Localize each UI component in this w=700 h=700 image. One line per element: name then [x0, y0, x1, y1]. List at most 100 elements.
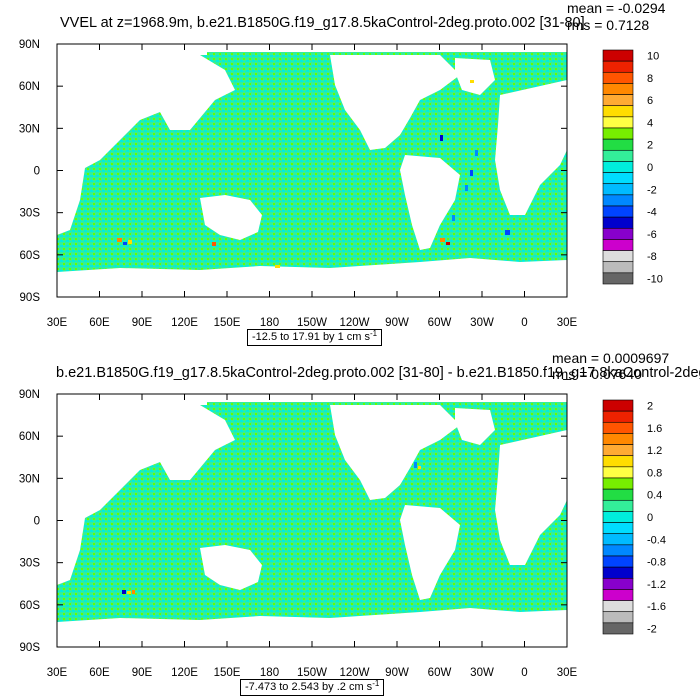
colorbar-swatch: [602, 227, 634, 240]
colorbar-swatch: [602, 116, 634, 129]
units-superscript: -1: [372, 679, 380, 688]
colorbar-swatch: [602, 250, 634, 263]
colorbar-label: 8: [647, 73, 653, 85]
range-label: -12.5 to 17.91 by 1 cm s: [252, 331, 371, 343]
colorbar-label: 6: [647, 95, 653, 107]
x-tick-label: 150E: [214, 317, 241, 329]
x-ticks: 30E 60E 90E 120E 150E 180 150W 120W 90W 60W 30W 0 30…: [47, 44, 578, 329]
y-tick-label: 90S: [20, 642, 41, 654]
y-tick-label: 90N: [19, 389, 40, 401]
x-tick-label: 150W: [297, 317, 327, 329]
ocean-field: [57, 44, 567, 297]
colorbar-label: -1.6: [647, 601, 666, 613]
colorbar: 2 1.6 1.2 0.8 0.4 0 -0.4 -0.8 -1.2 -1.6 -2: [602, 399, 666, 635]
colorbar-label: 1.6: [647, 423, 662, 435]
x-tick-label: 180: [260, 317, 279, 329]
colorbar-label: 1.2: [647, 445, 662, 457]
y-tick-label: 30S: [20, 208, 41, 220]
colorbar-swatch: [602, 555, 634, 568]
colorbar-label: -4: [647, 207, 657, 219]
x-tick-label: 90W: [385, 667, 409, 679]
colorbar-swatch: [602, 544, 634, 557]
x-tick-label: 0: [521, 667, 527, 679]
x-tick-label: 30E: [557, 667, 578, 679]
colorbar-swatch: [602, 611, 634, 624]
y-tick-label: 0: [34, 166, 40, 178]
anomaly-marks: [117, 80, 510, 268]
colorbar-swatch: [602, 455, 634, 468]
colorbar-swatch: [602, 499, 634, 512]
colorbar-swatch: [602, 522, 634, 535]
colorbar-swatch: [602, 399, 634, 412]
colorbar-swatch: [602, 127, 634, 140]
colorbar-swatch: [602, 261, 634, 274]
colorbar-label: -8: [647, 251, 657, 263]
colorbar-swatch: [602, 589, 634, 601]
colorbar-swatch: [602, 205, 634, 218]
x-tick-label: 30W: [470, 667, 494, 679]
colorbar-label: 2: [647, 401, 653, 413]
colorbar-swatch: [602, 433, 634, 445]
plot-title: b.e21.B1850G.f19_g17.8.5kaControl-2deg.p…: [56, 365, 700, 381]
x-tick-label: 120W: [339, 667, 369, 679]
colorbar-swatch: [602, 161, 634, 173]
colorbar-label: 0: [647, 512, 653, 524]
x-tick-label: 30W: [470, 317, 494, 329]
bottom-plot-panel: b.e21.B1850G.f19_g17.8.5kaControl-2deg.p…: [0, 350, 700, 700]
colorbar-swatch: [602, 138, 634, 151]
x-tick-label: 180: [260, 667, 279, 679]
mean-label: mean = -0.0294: [567, 0, 666, 16]
range-box: -12.5 to 17.91 by 1 cm s-1: [247, 329, 383, 346]
colorbar-swatch: [602, 533, 634, 546]
colorbar-swatch: [602, 60, 634, 73]
map-svg: 30E 60E 90E 120E 150E 180 150W 120W 90W 60W 30W 0 30…: [19, 39, 663, 329]
rms-label: rms = 0.07640: [552, 366, 642, 382]
colorbar-label: 4: [647, 117, 653, 129]
colorbar-label: -2: [647, 623, 657, 635]
y-tick-label: 60N: [19, 431, 40, 443]
y-ticks: 90N 60N 30N 0 30S 60S 90S: [19, 39, 567, 304]
range-box: -7.473 to 2.543 by .2 cm s-1: [240, 679, 385, 696]
rms-label: rms = 0.7128: [567, 17, 650, 33]
x-tick-label: 0: [521, 317, 527, 329]
top-plot-panel: VVEL at z=1968.9m, b.e21.B1850G.f19_g17.…: [19, 0, 666, 346]
colorbar-swatch: [602, 216, 634, 229]
colorbar-label: 0: [647, 162, 653, 174]
colorbar-swatch: [602, 622, 634, 635]
colorbar-swatch: [602, 272, 634, 285]
colorbar-swatch: [602, 239, 634, 251]
colorbar-label: 0.4: [647, 490, 662, 502]
ocean-field: [57, 394, 567, 647]
colorbar-swatch: [602, 105, 634, 118]
colorbar: 10 8 6 4 2 0 -2 -4 -6 -8 -10: [602, 49, 663, 285]
x-tick-label: 30E: [47, 667, 68, 679]
colorbar-label: 0.8: [647, 467, 662, 479]
colorbar-swatch: [602, 566, 634, 579]
x-tick-label: 90E: [132, 317, 153, 329]
colorbar-label: -10: [647, 273, 663, 285]
x-tick-label: 90E: [132, 667, 153, 679]
x-tick-label: 60W: [428, 317, 452, 329]
land-masks: [57, 394, 567, 647]
mean-label: mean = 0.0009697: [552, 350, 670, 366]
colorbar-swatch: [602, 600, 634, 613]
colorbar-label: -2: [647, 184, 657, 196]
colorbar-swatch: [602, 194, 634, 207]
plot-title: VVEL at z=1968.9m, b.e21.B1850G.f19_g17.…: [60, 15, 585, 31]
colorbar-swatch: [602, 183, 634, 196]
x-tick-label: 60W: [428, 667, 452, 679]
colorbar-swatch: [602, 83, 634, 95]
colorbar-swatch: [602, 477, 634, 490]
units-superscript: -1: [370, 329, 378, 338]
colorbar-label: -0.8: [647, 557, 666, 569]
colorbar-swatch: [602, 410, 634, 423]
y-tick-label: 90N: [19, 39, 40, 51]
colorbar-swatch: [602, 466, 634, 479]
y-tick-label: 0: [34, 516, 40, 528]
y-ticks: 90N 60N 30N 0 30S 60S 90S: [19, 389, 567, 654]
colorbar-label: 2: [647, 140, 653, 152]
colorbar-label: -1.2: [647, 579, 666, 591]
y-tick-label: 30N: [19, 473, 40, 485]
y-tick-label: 30N: [19, 123, 40, 135]
y-tick-label: 90S: [20, 292, 41, 304]
